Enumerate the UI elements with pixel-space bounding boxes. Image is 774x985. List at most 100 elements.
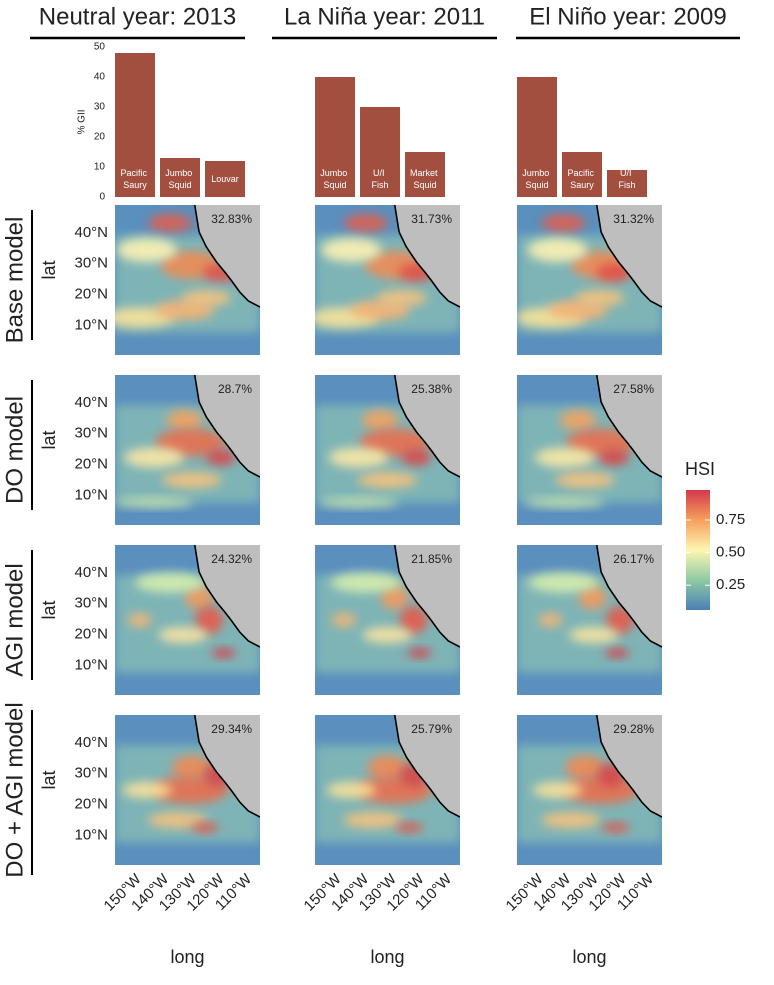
land — [596, 545, 662, 647]
hsi-patch — [161, 472, 222, 488]
lat-tick-label: 40°N — [74, 734, 108, 751]
map-content — [115, 205, 260, 355]
land — [194, 545, 260, 647]
map-panel — [517, 375, 662, 525]
bar-label: Louvar — [211, 174, 239, 184]
hsi-patch — [124, 447, 185, 468]
hsi-patch — [343, 812, 403, 828]
hsi-patch — [121, 782, 172, 798]
map-content — [517, 545, 662, 695]
model-score: 32.83% — [211, 212, 252, 226]
legend-title: HSI — [685, 459, 715, 479]
row-label: Base model — [1, 217, 28, 344]
bar — [405, 152, 445, 197]
hsi-patch — [367, 755, 408, 780]
hsi-patch — [395, 822, 424, 833]
hsi-patch — [599, 449, 630, 466]
map-content — [517, 715, 662, 865]
land — [194, 205, 260, 307]
model-score: 28.7% — [218, 382, 252, 396]
coastline — [595, 715, 662, 818]
model-score: 29.28% — [613, 722, 654, 736]
hsi-patch — [540, 812, 601, 828]
coastline — [393, 205, 460, 308]
map-content — [115, 375, 260, 525]
hsi-patch — [565, 755, 606, 780]
hsi-patch — [127, 613, 152, 627]
y-axis-label: lat — [39, 770, 59, 789]
y-tick-label: 0 — [99, 192, 105, 203]
hsi-patch — [116, 238, 177, 262]
hsi-patch — [343, 214, 388, 232]
land — [394, 545, 460, 647]
hsi-patch — [380, 585, 409, 610]
coastline — [393, 715, 460, 818]
map-panel — [517, 715, 662, 865]
hsi-patch — [527, 238, 588, 262]
y-axis-label: % GII — [77, 109, 88, 134]
hsi-patch — [318, 497, 399, 508]
hsi-patch — [326, 782, 377, 798]
colorbar — [686, 490, 710, 610]
hsi-patch — [166, 410, 203, 430]
bar — [607, 170, 647, 197]
map-panel — [315, 545, 460, 695]
x-axis-label: long — [370, 947, 404, 967]
map-panel — [517, 205, 662, 355]
row-label: DO model — [1, 396, 28, 504]
hsi-patch — [135, 572, 206, 593]
hsi-patch — [205, 449, 236, 466]
land — [596, 715, 662, 817]
lat-tick-label: 30°N — [74, 595, 108, 612]
map-content — [115, 715, 260, 865]
y-tick-label: 50 — [94, 42, 106, 53]
map-panel — [115, 205, 260, 355]
hsi-patch — [407, 648, 432, 658]
y-tick-label: 40 — [94, 72, 106, 83]
map-panel — [115, 715, 260, 865]
hsi-patch — [321, 238, 382, 262]
hsi-patch — [555, 472, 616, 488]
model-score: 26.17% — [613, 552, 654, 566]
model-score: 21.85% — [411, 552, 452, 566]
bar-label: Pacific Saury — [120, 168, 149, 190]
lat-tick-label: 30°N — [74, 255, 108, 272]
bar-label: U/I Fish — [618, 168, 635, 190]
land — [394, 715, 460, 817]
legend-tick-label: 0.25 — [716, 576, 745, 593]
bar-label: Jumbo Squid — [320, 168, 350, 190]
coastline — [595, 545, 662, 648]
bar — [315, 77, 355, 197]
bar-label: Market Squid — [410, 168, 440, 190]
x-axis-label: long — [170, 947, 204, 967]
hsi-patch — [362, 410, 399, 430]
model-score: 31.73% — [411, 212, 452, 226]
coastline — [193, 545, 260, 648]
bar — [360, 107, 400, 197]
lat-tick-label: 20°N — [74, 796, 108, 813]
lat-tick-label: 40°N — [74, 224, 108, 241]
y-axis-label: lat — [39, 600, 59, 619]
hsi-patch — [211, 648, 236, 658]
hsi-patch — [148, 214, 193, 232]
hsi-patch — [534, 447, 595, 468]
hsi-patch — [532, 782, 583, 798]
lat-tick-label: 20°N — [74, 456, 108, 473]
y-tick-label: 30 — [94, 102, 106, 113]
lat-tick-label: 10°N — [74, 657, 108, 674]
map-panel — [315, 715, 460, 865]
hsi-patch — [377, 290, 427, 306]
hsi-patch — [399, 606, 428, 634]
y-axis-label: lat — [39, 430, 59, 449]
lat-tick-label: 40°N — [74, 564, 108, 581]
hsi-patch — [578, 585, 607, 610]
land — [194, 715, 260, 817]
map-panel — [115, 375, 260, 525]
x-axis-label: long — [572, 947, 606, 967]
hsi-patch — [185, 585, 214, 610]
legend-tick-label: 0.75 — [716, 511, 745, 528]
land — [394, 205, 460, 307]
bar — [517, 77, 557, 197]
bar — [562, 152, 602, 197]
model-score: 24.32% — [211, 552, 252, 566]
